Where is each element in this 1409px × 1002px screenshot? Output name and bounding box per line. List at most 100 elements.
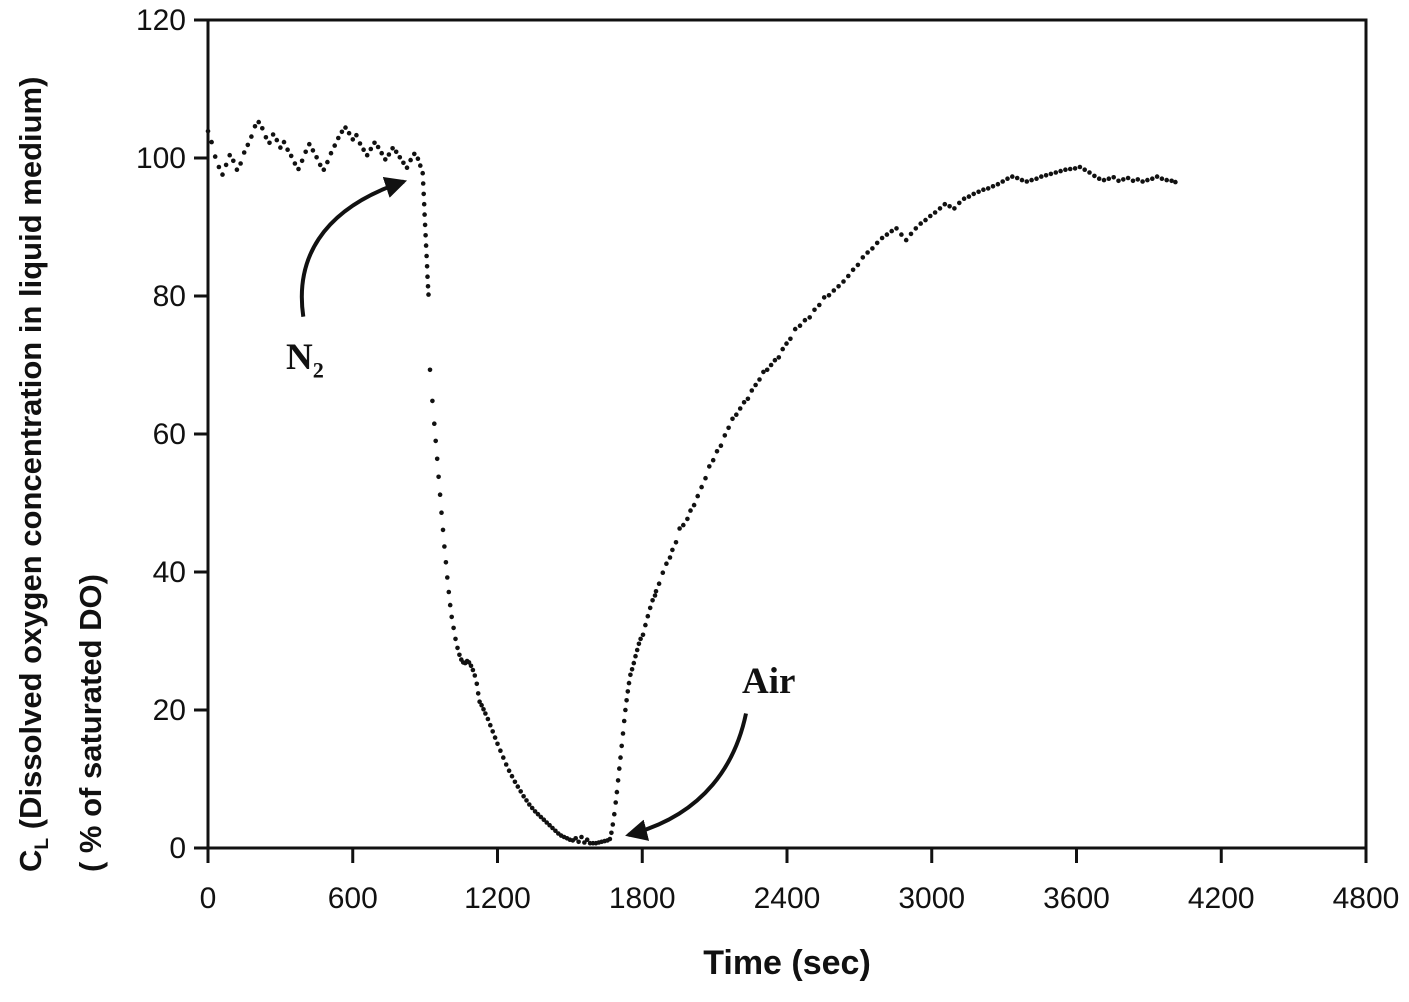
- data-point: [310, 148, 316, 153]
- data-point: [238, 161, 243, 166]
- data-point: [932, 210, 938, 215]
- data-point: [629, 667, 635, 672]
- data-point: [420, 181, 426, 186]
- data-point: [1164, 177, 1169, 183]
- data-point: [918, 221, 923, 226]
- data-point: [1082, 167, 1087, 172]
- data-point: [492, 735, 498, 740]
- data-point: [423, 233, 428, 238]
- data-point: [638, 636, 643, 642]
- data-point: [1058, 168, 1063, 174]
- data-point: [699, 484, 704, 490]
- y-axis-title-line1: CL (Dissolved oxygen concentration in li…: [13, 76, 54, 872]
- data-point: [1159, 176, 1165, 181]
- data-point: [855, 262, 861, 268]
- axis-ticks: 0 600 1200 1800 2400 3000 3600 4200 4800 0 20 40 60 8…: [136, 4, 1399, 915]
- data-point: [846, 273, 851, 279]
- annotation-air-label: Air: [742, 661, 796, 702]
- data-point: [685, 516, 690, 522]
- y-axis-title-subscript: L: [32, 837, 54, 850]
- data-point: [475, 691, 481, 696]
- data-point: [457, 652, 462, 658]
- data-point: [618, 755, 623, 760]
- annotation-n2-label: N2: [286, 337, 324, 383]
- data-point: [488, 722, 493, 728]
- data-point: [631, 660, 637, 666]
- data-point: [205, 128, 211, 134]
- data-point: [212, 154, 218, 159]
- data-point: [579, 834, 584, 840]
- data-point: [613, 800, 618, 805]
- data-point: [481, 707, 486, 712]
- data-point: [227, 152, 232, 158]
- data-point: [430, 398, 435, 404]
- y-tick-label: 40: [153, 556, 186, 589]
- data-point: [1087, 170, 1092, 175]
- data-point: [757, 377, 762, 382]
- data-point: [336, 135, 341, 141]
- data-point: [541, 817, 547, 822]
- data-point: [1029, 177, 1034, 183]
- data-point: [1101, 177, 1107, 183]
- data-point: [1072, 166, 1078, 171]
- data-point: [260, 126, 265, 131]
- n2-arrow: [299, 176, 408, 317]
- data-point: [466, 660, 472, 665]
- data-point: [841, 279, 846, 284]
- x-tick-label: 4800: [1333, 882, 1400, 915]
- data-point: [447, 602, 453, 608]
- data-point: [643, 622, 648, 628]
- data-point: [718, 443, 724, 449]
- data-point: [621, 718, 627, 724]
- data-point: [446, 589, 452, 595]
- data-point: [472, 673, 478, 678]
- data-point: [681, 522, 686, 528]
- data-point: [495, 741, 500, 747]
- data-point: [821, 295, 827, 300]
- data-point: [761, 369, 766, 375]
- data-point: [439, 510, 444, 515]
- data-point: [753, 382, 758, 388]
- data-point: [1077, 164, 1083, 170]
- data-point: [532, 809, 538, 814]
- data-point: [453, 636, 458, 642]
- data-point: [734, 412, 739, 418]
- data-point: [274, 137, 280, 143]
- y-tick-label: 120: [136, 4, 186, 37]
- data-point: [343, 125, 348, 130]
- data-point: [386, 152, 392, 157]
- data-point: [1019, 177, 1025, 183]
- data-point: [468, 663, 474, 669]
- data-point: [498, 748, 503, 753]
- data-point: [865, 250, 870, 255]
- data-point: [550, 825, 555, 831]
- data-point: [647, 605, 653, 611]
- data-point: [612, 811, 617, 817]
- data-point: [826, 293, 832, 298]
- data-point: [321, 167, 327, 172]
- data-point: [1145, 177, 1150, 183]
- data-point: [768, 362, 774, 368]
- data-point: [436, 474, 441, 480]
- data-point: [691, 502, 697, 508]
- data-point: [408, 157, 413, 163]
- x-tick-label: 0: [200, 882, 217, 915]
- data-point: [1140, 179, 1145, 184]
- data-point: [424, 264, 430, 269]
- data-point: [1169, 178, 1174, 184]
- data-point: [1067, 166, 1073, 172]
- data-point: [730, 416, 735, 422]
- y-tick-label: 0: [169, 832, 186, 865]
- x-tick-label: 3600: [1043, 882, 1110, 915]
- data-point: [421, 201, 427, 207]
- data-point: [673, 540, 679, 545]
- data-point: [515, 784, 521, 789]
- data-point: [812, 307, 817, 313]
- data-point: [937, 206, 943, 211]
- data-point: [426, 292, 431, 297]
- data-point: [339, 129, 345, 135]
- plot-border: [206, 18, 1368, 850]
- data-point: [1154, 174, 1160, 179]
- y-tick-label: 80: [153, 280, 186, 313]
